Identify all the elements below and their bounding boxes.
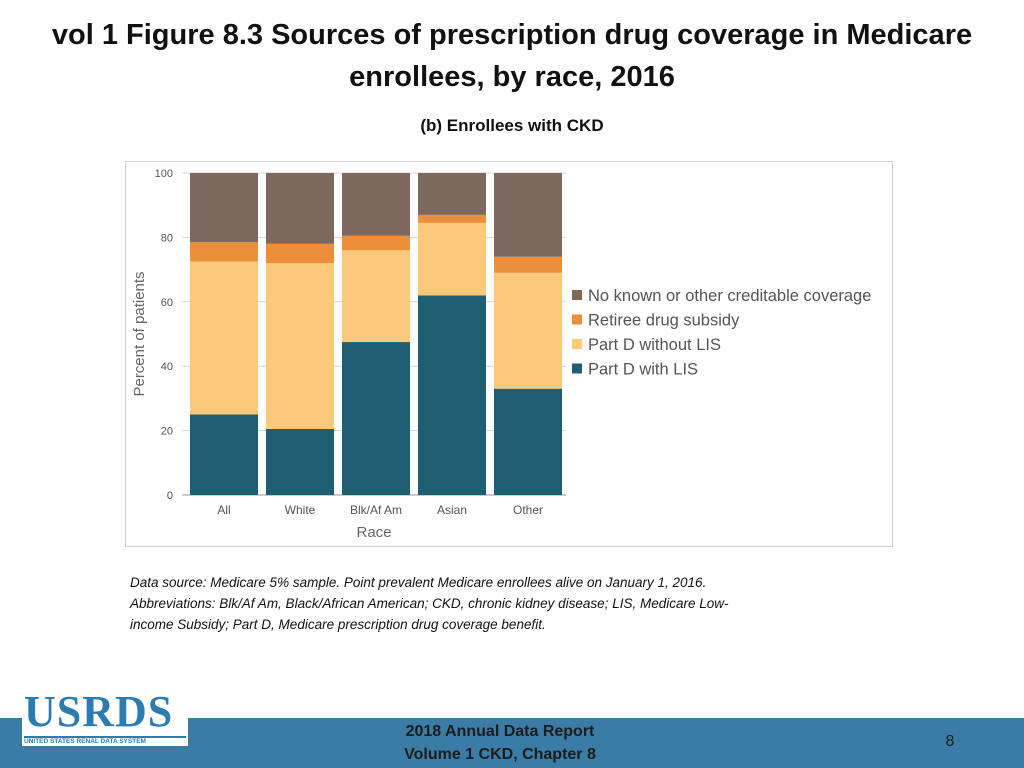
logo-wordmark: USRDS — [24, 687, 174, 736]
x-tick-label: Other — [513, 503, 543, 517]
legend-swatch — [572, 363, 582, 374]
bar-segment — [190, 242, 258, 262]
bar-segment — [494, 256, 562, 273]
x-axis-label: Race — [356, 524, 391, 541]
y-axis-label: Percent of patients — [131, 271, 148, 396]
footer-line-2: Volume 1 CKD, Chapter 8 — [404, 746, 596, 763]
y-tick-label: 100 — [155, 168, 173, 180]
chart-frame: 0 20 40 60 80 100 Percent of patients All White B… — [125, 161, 893, 547]
bar-segment — [190, 173, 258, 243]
legend-swatch — [572, 339, 582, 349]
logo-tagline: UNITED STATES RENAL DATA SYSTEM — [24, 738, 146, 745]
legend-swatch — [572, 314, 582, 325]
bar-segment — [342, 235, 410, 251]
bar-segment — [494, 272, 562, 389]
bar-segment — [266, 428, 334, 495]
x-tick-label: Asian — [437, 503, 467, 517]
x-tick-label: All — [217, 503, 230, 517]
bar-segment — [418, 173, 486, 215]
chart-subtitle: (b) Enrollees with CKD — [420, 116, 604, 135]
y-tick-label: 40 — [161, 361, 173, 373]
bar-segment — [494, 388, 562, 495]
bar-segment — [190, 261, 258, 415]
bar-segment — [342, 250, 410, 343]
footer-line-1: 2018 Annual Data Report — [405, 723, 595, 740]
footer-report-title: 2018 Annual Data Report Volume 1 CKD, Ch… — [300, 720, 700, 766]
bar-segment — [266, 173, 334, 244]
y-tick-label: 80 — [161, 232, 173, 244]
bar-segment — [190, 414, 258, 495]
data-source-footnote: Data source: Medicare 5% sample. Point p… — [130, 575, 729, 632]
stacked-bar-chart: 0 20 40 60 80 100 Percent of patients All White B… — [131, 168, 871, 541]
legend-swatch — [572, 290, 582, 300]
page-number: 8 — [945, 733, 955, 750]
bar-segment — [266, 263, 334, 429]
bar-segment — [418, 295, 486, 495]
bar-segment — [418, 222, 486, 296]
logo-rule — [24, 736, 186, 738]
legend-label: Part D with LIS — [588, 361, 698, 379]
legend-label: No known or other creditable coverage — [588, 287, 871, 305]
x-tick-label: White — [285, 503, 316, 517]
y-tick-label: 20 — [161, 426, 173, 438]
y-tick-label: 60 — [161, 297, 173, 309]
y-tick-label: 0 — [167, 490, 173, 502]
bar-segment — [266, 243, 334, 264]
legend-label: Retiree drug subsidy — [588, 312, 740, 330]
usrds-logo: USRDS UNITED STATES RENAL DATA SYSTEM — [22, 687, 188, 746]
bar-segment — [494, 173, 562, 257]
slide-title: vol 1 Figure 8.3 Sources of prescription… — [51, 19, 973, 93]
bar-segment — [342, 173, 410, 236]
x-tick-label: Blk/Af Am — [350, 503, 402, 517]
bar-segment — [418, 214, 486, 223]
legend-label: Part D without LIS — [588, 336, 721, 354]
bar-segment — [342, 342, 410, 495]
